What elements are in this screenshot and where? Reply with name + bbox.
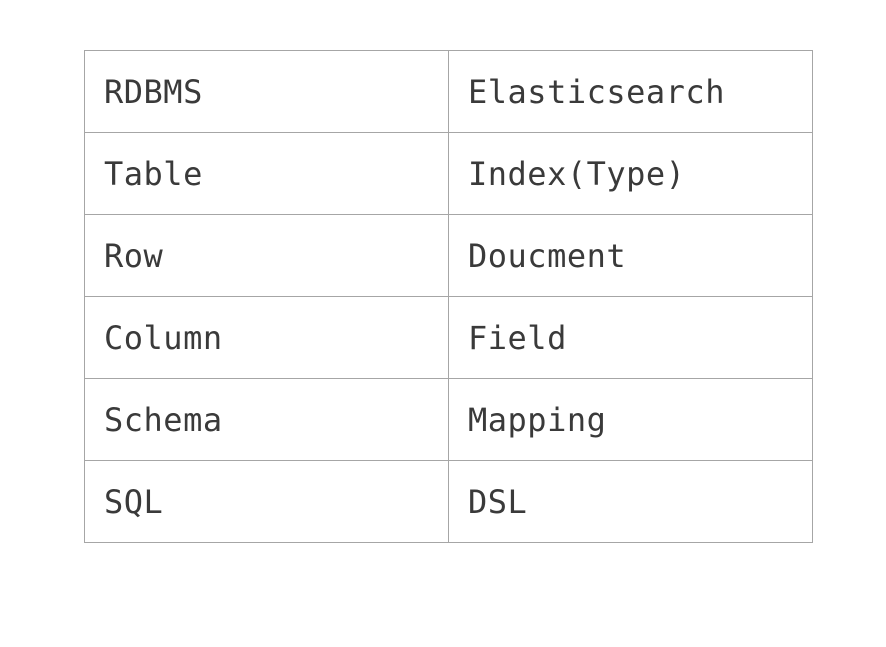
table-cell-rdbms: Row [84,214,449,297]
table-cell-elasticsearch: Doucment [448,214,813,297]
table-row: RDBMS Elasticsearch [84,50,813,133]
table-cell-elasticsearch: Elasticsearch [448,50,813,133]
rdbms-elasticsearch-table: RDBMS Elasticsearch Table Index(Type) Ro… [84,50,813,543]
table-cell-elasticsearch: Mapping [448,378,813,461]
table-row: Schema Mapping [84,378,813,461]
table-row: Table Index(Type) [84,132,813,215]
table-cell-rdbms: Table [84,132,449,215]
table-cell-elasticsearch: Field [448,296,813,379]
table-row: SQL DSL [84,460,813,543]
table-cell-rdbms: Schema [84,378,449,461]
table-cell-rdbms: RDBMS [84,50,449,133]
table-cell-rdbms: SQL [84,460,449,543]
table-cell-elasticsearch: Index(Type) [448,132,813,215]
table-cell-elasticsearch: DSL [448,460,813,543]
table-row: Column Field [84,296,813,379]
table-row: Row Doucment [84,214,813,297]
table-cell-rdbms: Column [84,296,449,379]
